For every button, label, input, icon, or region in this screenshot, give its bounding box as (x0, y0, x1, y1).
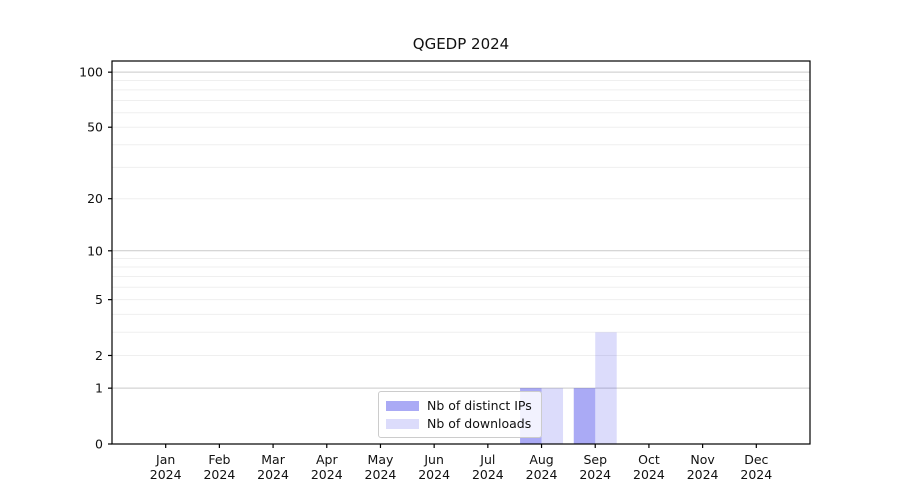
x-tick-year: 2024 (203, 467, 235, 482)
legend-label-downloads: Nb of downloads (427, 416, 532, 431)
x-tick-label: May (368, 452, 394, 467)
x-tick-label: Jun (423, 452, 444, 467)
x-tick-label: Dec (744, 452, 768, 467)
x-tick-label: Oct (638, 452, 660, 467)
x-tick-year: 2024 (418, 467, 450, 482)
x-tick-label: Apr (316, 452, 338, 467)
y-tick-label: 0 (95, 437, 103, 452)
x-tick-label: Mar (261, 452, 285, 467)
y-tick-label: 100 (79, 65, 103, 80)
legend-item-distinct-ips: Nb of distinct IPs (386, 398, 537, 413)
x-tick-year: 2024 (633, 467, 665, 482)
bar-aug-series1 (541, 388, 564, 444)
x-tick-label: Aug (529, 452, 553, 467)
y-tick-label: 10 (87, 243, 103, 258)
y-tick-label: 2 (95, 348, 103, 363)
x-tick-year: 2024 (687, 467, 719, 482)
x-tick-label: Feb (208, 452, 230, 467)
bar-sep-series1 (595, 332, 617, 444)
bar-sep-series0 (573, 388, 596, 444)
y-tick-label: 50 (87, 120, 103, 135)
legend-label-distinct-ips: Nb of distinct IPs (427, 398, 532, 413)
x-tick-year: 2024 (150, 467, 182, 482)
x-tick-label: Nov (690, 452, 715, 467)
plot-border (111, 60, 811, 445)
legend: Nb of distinct IPs Nb of downloads (378, 391, 542, 438)
x-tick-year: 2024 (526, 467, 558, 482)
x-tick-label: Jul (479, 452, 495, 467)
y-tick-label: 20 (87, 191, 103, 206)
x-tick-year: 2024 (257, 467, 289, 482)
legend-swatch-distinct-ips (386, 400, 419, 411)
x-tick-year: 2024 (579, 467, 611, 482)
x-tick-year: 2024 (472, 467, 504, 482)
x-tick-year: 2024 (740, 467, 772, 482)
x-tick-label: Jan (155, 452, 175, 467)
y-tick-label: 5 (95, 292, 103, 307)
x-tick-year: 2024 (311, 467, 343, 482)
x-tick-year: 2024 (365, 467, 397, 482)
x-tick-label: Sep (583, 452, 607, 467)
legend-item-downloads: Nb of downloads (386, 416, 537, 431)
y-tick-label: 1 (95, 381, 103, 396)
chart-title: QGEDP 2024 (412, 35, 510, 53)
legend-swatch-downloads (386, 418, 419, 429)
